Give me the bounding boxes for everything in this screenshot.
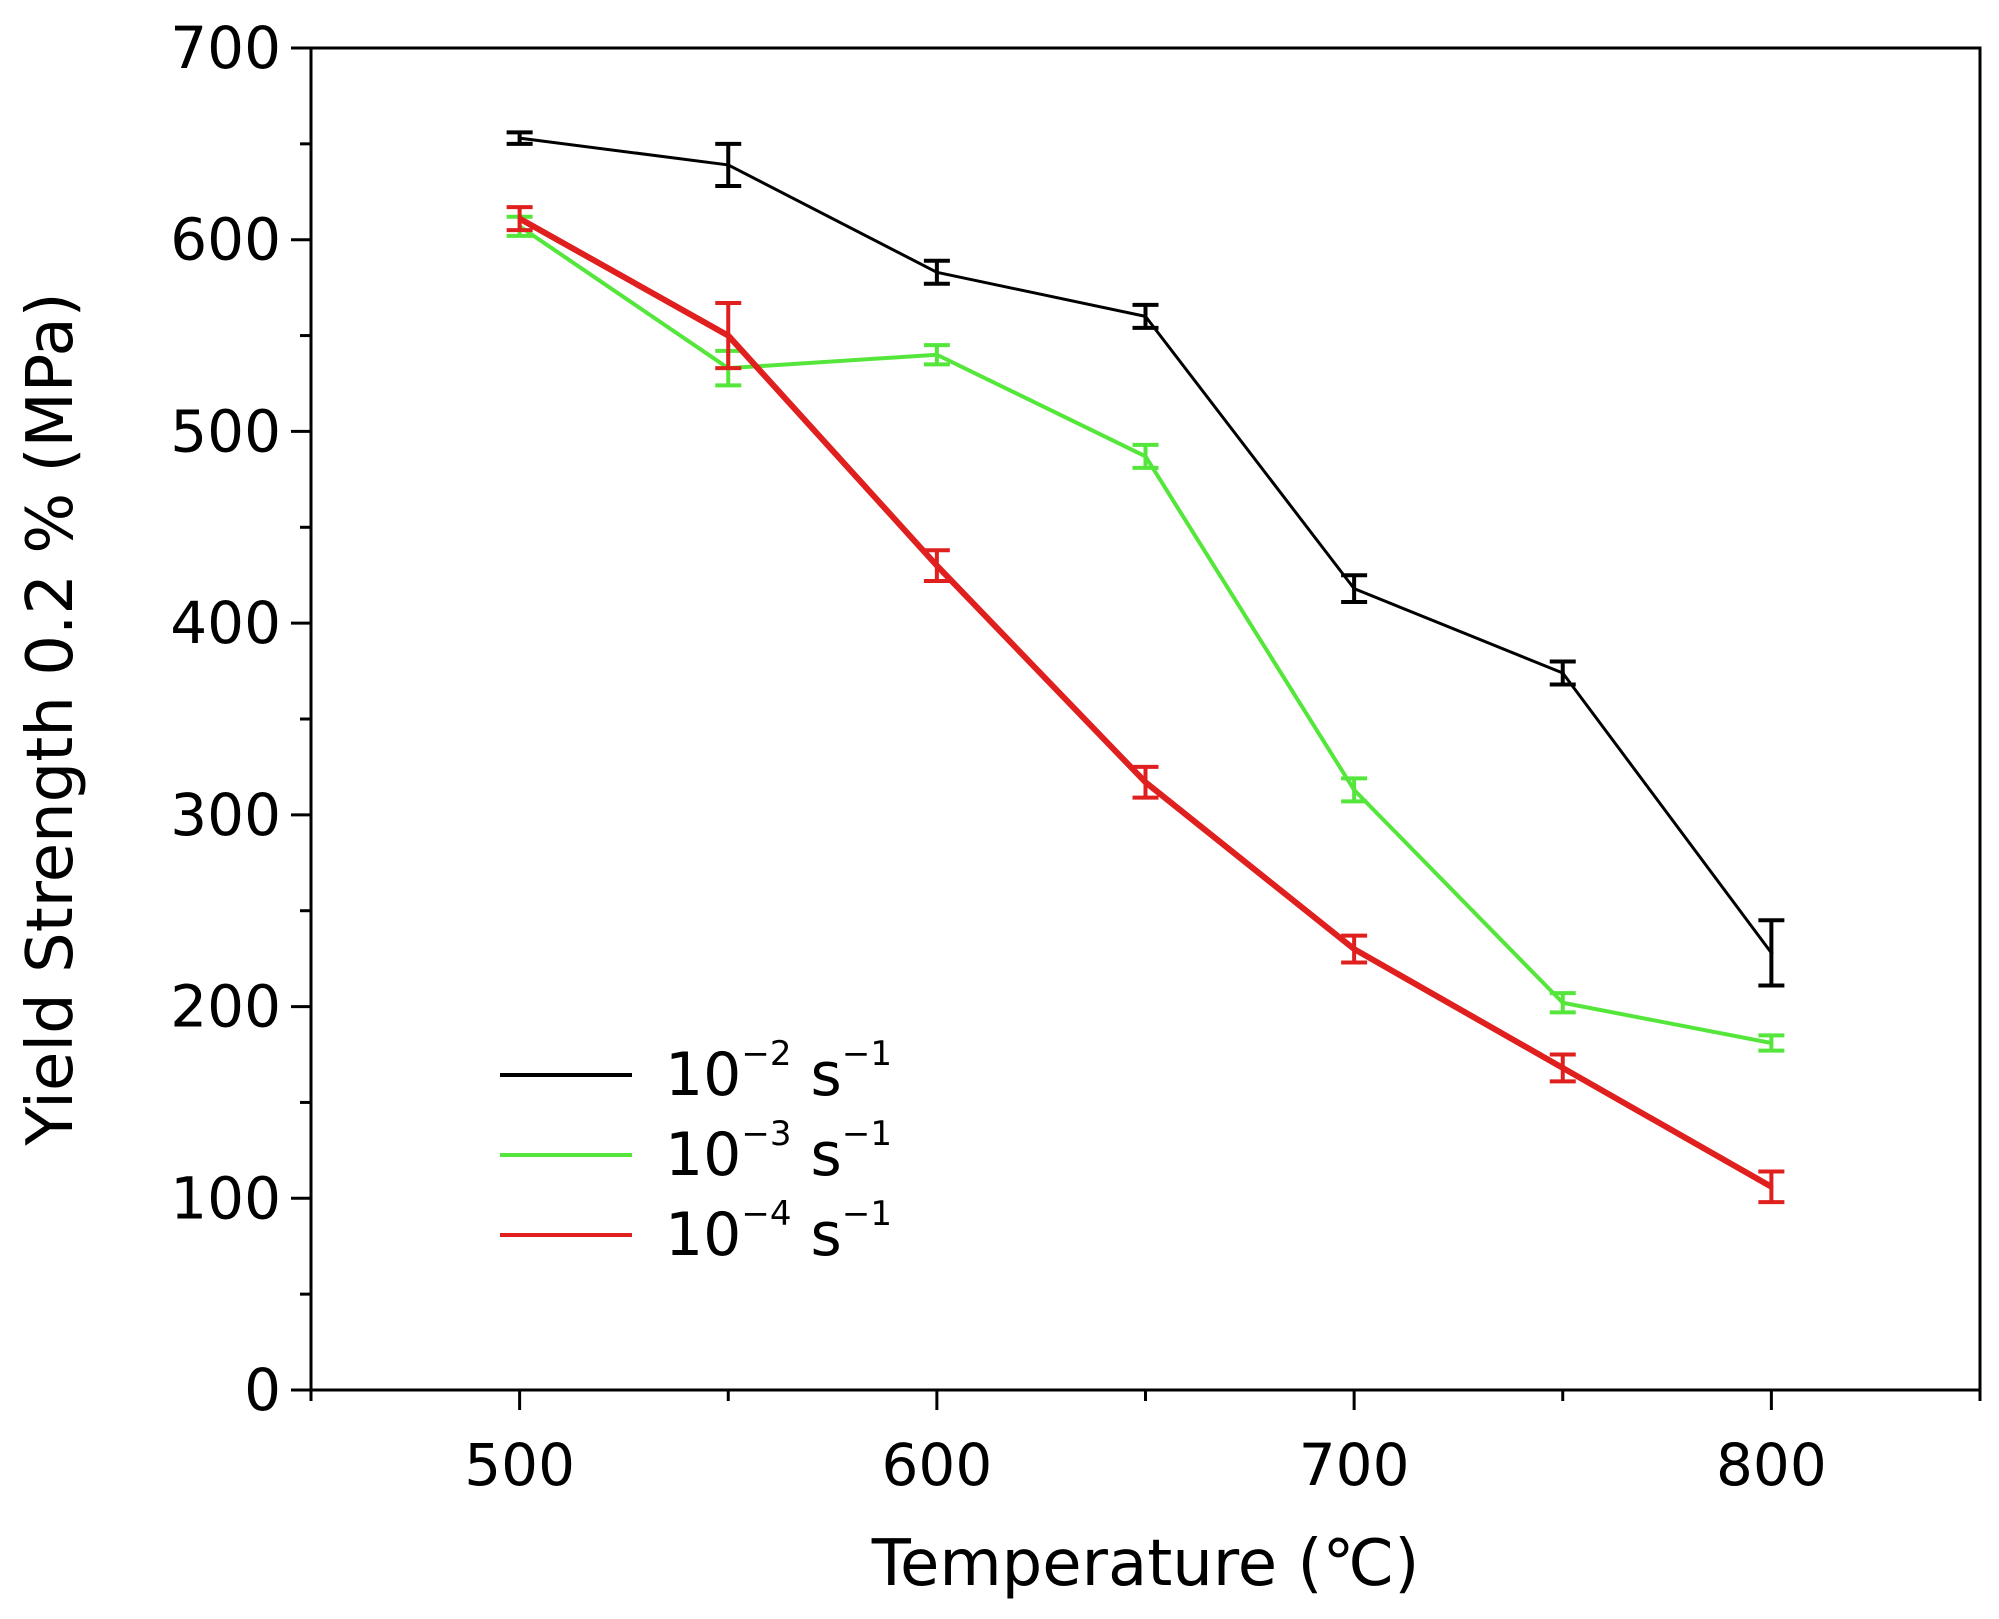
legend-label-part: 10 [665, 1120, 741, 1190]
x-axis-title: Temperature (℃) [871, 1527, 1420, 1601]
error-bar [1132, 302, 1159, 330]
y-tick-label: 700 [170, 14, 281, 82]
data-point [517, 216, 522, 221]
data-point [1143, 780, 1148, 785]
legend-label-part: 10 [665, 1040, 741, 1110]
data-point [1560, 670, 1565, 675]
error-bar [715, 300, 742, 371]
series-line [519, 136, 1773, 954]
y-axis-title: Yield Strength 0.2 % (MPa) [14, 292, 88, 1146]
error-bar [715, 141, 742, 189]
data-point [1143, 454, 1148, 459]
data-point [1560, 1000, 1565, 1005]
data-point [1352, 947, 1357, 952]
y-tick-label: 200 [170, 973, 281, 1041]
legend-label-part: −4 [741, 1194, 791, 1234]
data-point [934, 270, 939, 275]
y-tick-label: 0 [244, 1356, 281, 1424]
data-point [1769, 1040, 1774, 1045]
legend-label-part: −1 [842, 1114, 892, 1154]
plot-frame [309, 46, 1982, 1392]
legend-label-part: −1 [842, 1194, 892, 1234]
error-bar [1549, 991, 1576, 1015]
error-bar [506, 130, 533, 146]
data-point [1560, 1065, 1565, 1070]
data-point [1352, 787, 1357, 792]
error-bar [1132, 442, 1159, 470]
legend-label-part: s [791, 1200, 841, 1270]
error-bar [1758, 918, 1785, 988]
data-point [517, 136, 522, 141]
x-tick-label: 700 [1299, 1431, 1410, 1499]
data-point [1143, 314, 1148, 319]
data-point [1769, 950, 1774, 955]
legend-label: 10−2 s−1 [665, 1034, 892, 1110]
data-point [934, 563, 939, 568]
error-bar [1549, 1052, 1576, 1084]
data-point [726, 333, 731, 338]
legend-label-part: s [791, 1120, 841, 1190]
legend-label-part: −1 [842, 1034, 892, 1074]
legend-label-part: −2 [741, 1034, 791, 1074]
error-bar [923, 258, 950, 286]
series-1 [506, 130, 1785, 988]
error-bar [1549, 659, 1576, 687]
series-2 [506, 214, 1785, 1053]
legend-label-part: s [791, 1040, 841, 1110]
data-point [726, 162, 731, 167]
x-tick-label: 500 [464, 1431, 575, 1499]
y-tick-label: 500 [170, 397, 281, 465]
error-bar [1341, 933, 1368, 965]
data-point [1352, 586, 1357, 591]
error-bar [1341, 573, 1368, 605]
x-tick-label: 600 [882, 1431, 993, 1499]
error-bar [1341, 776, 1368, 804]
data-point [934, 352, 939, 357]
legend-label-part: −3 [741, 1114, 791, 1154]
legend-item: 10−4 s−1 [500, 1194, 892, 1270]
error-bar [1758, 1169, 1785, 1205]
legend: 10−2 s−110−3 s−110−4 s−1 [500, 1034, 892, 1270]
error-bar [1132, 764, 1159, 800]
legend-label: 10−3 s−1 [665, 1114, 892, 1190]
error-bar [1758, 1033, 1785, 1053]
data-point [1769, 1184, 1774, 1189]
legend-label-part: 10 [665, 1200, 741, 1270]
legend-item: 10−3 s−1 [500, 1114, 892, 1190]
series-line [518, 224, 1772, 1045]
legend-label: 10−4 s−1 [665, 1194, 892, 1270]
y-tick-label: 600 [170, 206, 281, 274]
error-bar [506, 205, 533, 233]
axes: 0 100 200 300 400 500 600 700 500 600 700 800 [170, 14, 1982, 1499]
y-tick-label: 300 [170, 781, 281, 849]
y-tick-label: 400 [170, 589, 281, 657]
series-3 [506, 205, 1785, 1205]
legend-item: 10−2 s−1 [500, 1034, 892, 1110]
y-tick-label: 100 [170, 1164, 281, 1232]
series-group [506, 130, 1785, 1205]
x-tick-label: 800 [1716, 1431, 1827, 1499]
error-bar [923, 548, 950, 583]
error-bar [923, 343, 950, 367]
